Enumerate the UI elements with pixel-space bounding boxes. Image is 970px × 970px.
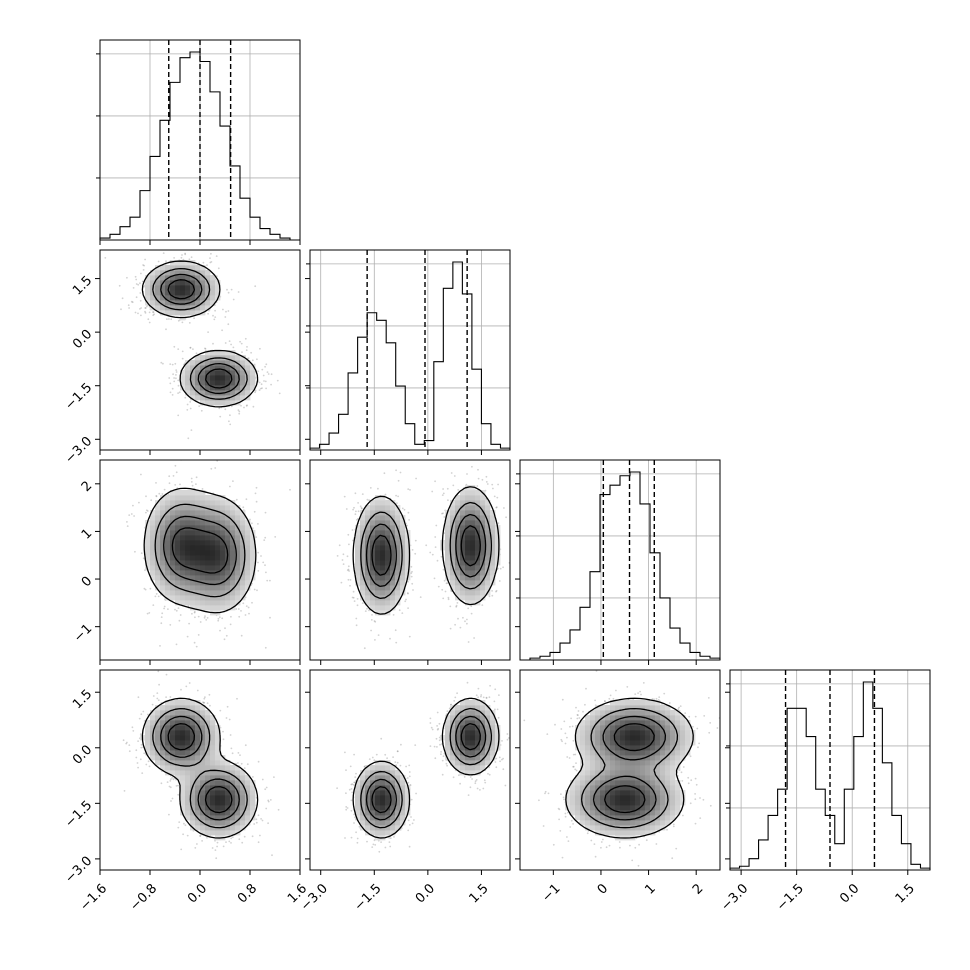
panel-3-3: −3.0 −1.5 0.0 1.5 <box>718 669 931 914</box>
contour-level-3 <box>167 723 233 814</box>
xtick-label-1-3: 1.5 <box>466 881 491 906</box>
contour-level-1 <box>360 707 493 829</box>
contour-level-2 <box>163 515 237 586</box>
panel-3-1: −3.0 −1.5 0.0 1.5 <box>298 669 511 914</box>
contour-level-3 <box>167 279 233 389</box>
density-shade-1-0 <box>145 260 256 406</box>
xtick-label-0-1: −0.8 <box>127 881 160 914</box>
panel-0-0 <box>96 39 301 245</box>
ytick-label-3-1: 0.0 <box>70 742 95 767</box>
contour-level-1 <box>360 501 493 600</box>
panel-1-0: 1.5 0.0 −1.5 −3.0 <box>62 249 301 467</box>
xtick-label-1-1: −1.5 <box>352 881 385 914</box>
ytick-label-2-3: −1 <box>71 621 95 645</box>
contour-level-0 <box>565 697 694 839</box>
density-shade-2-0 <box>145 490 256 616</box>
ytick-label-2-2: 0 <box>79 574 95 590</box>
xtick-label-0-3: 0.8 <box>235 881 260 906</box>
contour-level-0 <box>352 697 500 839</box>
contour-level-3 <box>604 723 655 814</box>
xtick-label-0-0: −1.6 <box>77 881 110 914</box>
contour-level-2 <box>160 273 240 395</box>
xtick-label-3-0: −3.0 <box>718 881 751 914</box>
contour-level-3 <box>171 527 229 574</box>
panel-2-2 <box>515 459 721 665</box>
ytick-label-1-2: −1.5 <box>62 380 95 413</box>
panel-3-2: −1 0 1 2 <box>515 669 721 905</box>
panel-frame <box>519 459 721 661</box>
contour-level-2 <box>592 715 667 821</box>
xtick-label-2-0: −1 <box>539 881 563 905</box>
ytick-label-1-1: 0.0 <box>70 327 95 352</box>
ytick-label-2-0: 2 <box>79 479 95 495</box>
density-contours-3-1 <box>352 697 500 839</box>
xtick-label-3-2: 0.0 <box>837 881 862 906</box>
panel-1-1 <box>305 249 511 455</box>
histogram-var-2 <box>520 471 721 661</box>
density-shade-2-1 <box>355 485 501 616</box>
density-contours-3-0 <box>141 697 259 839</box>
contour-level-1 <box>152 267 248 400</box>
contour-level-3 <box>371 525 481 576</box>
ytick-label-1-3: −3.0 <box>62 434 95 467</box>
contour-level-3 <box>371 722 481 814</box>
histogram-var-1 <box>309 261 511 450</box>
contour-level-0 <box>352 486 500 615</box>
contour-level-2 <box>160 715 240 821</box>
xtick-label-0-2: 0.0 <box>185 881 210 906</box>
density-contours-1-0 <box>141 260 259 408</box>
ytick-label-2-1: 1 <box>79 526 95 542</box>
density-contours-2-0 <box>143 487 257 614</box>
panel-frame <box>309 249 511 451</box>
density-contours-2-1 <box>352 486 500 615</box>
ytick-label-1-0: 1.5 <box>70 273 95 298</box>
contour-level-0 <box>141 697 259 839</box>
panel-frame <box>309 459 511 661</box>
xtick-label-2-3: 2 <box>690 881 706 897</box>
panel-2-1 <box>305 459 511 665</box>
xtick-label-2-2: 1 <box>642 881 658 897</box>
xtick-label-3-3: 1.5 <box>893 881 918 906</box>
contour-level-0 <box>143 487 257 614</box>
contour-level-2 <box>365 513 487 588</box>
density-contours-3-2 <box>565 697 694 839</box>
xtick-label-3-1: −1.5 <box>774 881 807 914</box>
xtick-label-1-2: 0.0 <box>413 881 438 906</box>
contour-level-1 <box>154 503 246 598</box>
contour-level-0 <box>141 260 259 408</box>
ytick-label-3-0: 1.5 <box>70 687 95 712</box>
xtick-label-2-1: 0 <box>595 881 611 897</box>
ytick-label-3-2: −1.5 <box>62 798 95 831</box>
panel-3-0: −1.6 −0.8 0.0 0.8 1.61.50.0−1.5−3.0 <box>62 669 310 914</box>
histogram-var-3 <box>729 681 931 870</box>
contour-level-1 <box>580 707 679 829</box>
ytick-label-3-3: −3.0 <box>62 854 95 887</box>
panel-2-0: 2 1 0 −1 <box>71 459 301 665</box>
panel-frame <box>729 669 931 871</box>
panel-frame <box>309 669 511 871</box>
contour-level-1 <box>152 707 248 829</box>
contour-level-2 <box>365 715 487 821</box>
panel-frame <box>519 669 721 871</box>
